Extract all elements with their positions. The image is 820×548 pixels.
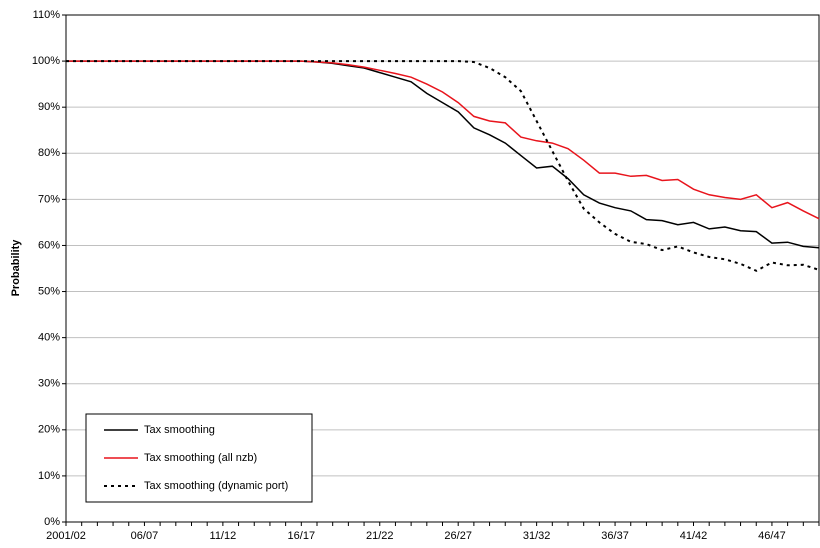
y-tick-label: 20% (38, 424, 60, 436)
x-tick-label: 36/37 (601, 530, 629, 542)
y-tick-label: 100% (32, 55, 60, 67)
y-tick-label: 80% (38, 147, 60, 159)
x-tick-label: 21/22 (366, 530, 394, 542)
y-tick-label: 70% (38, 193, 60, 205)
y-tick-label: 90% (38, 101, 60, 113)
y-tick-label: 110% (33, 9, 61, 21)
y-axis-title: Probability (10, 239, 22, 297)
legend-label: Tax smoothing (dynamic port) (144, 480, 288, 492)
y-tick-label: 50% (38, 285, 60, 297)
x-tick-label: 06/07 (131, 530, 159, 542)
x-tick-label: 11/12 (210, 530, 237, 542)
legend-label: Tax smoothing (144, 424, 215, 436)
y-tick-label: 40% (38, 332, 60, 344)
y-tick-label: 0% (44, 516, 60, 528)
y-tick-label: 30% (38, 378, 60, 390)
x-tick-label: 31/32 (523, 530, 551, 542)
x-tick-label: 2001/02 (46, 530, 86, 542)
series-line (66, 60, 820, 249)
y-tick-label: 10% (38, 470, 60, 482)
x-tick-label: 41/42 (680, 530, 708, 542)
series-line (66, 60, 820, 220)
y-tick-label: 60% (38, 239, 60, 251)
x-tick-label: 16/17 (288, 530, 316, 542)
x-tick-label: 26/27 (444, 530, 472, 542)
x-tick-label: 46/47 (758, 530, 786, 542)
legend-label: Tax smoothing (all nzb) (144, 452, 257, 464)
